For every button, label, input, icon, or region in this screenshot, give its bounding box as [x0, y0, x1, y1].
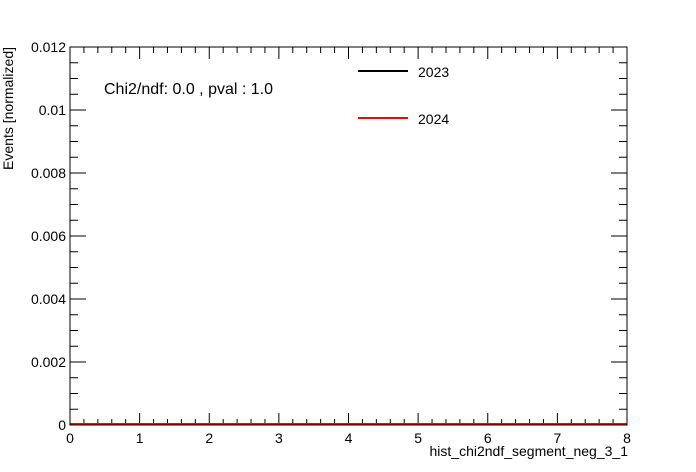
legend-label: 2023 [418, 64, 449, 80]
y-tick-labels: 0 0.002 0.004 0.006 0.008 0.01 0.012 [31, 39, 66, 433]
y-tick-label: 0.006 [31, 228, 66, 244]
y-axis-label: Events [normalized] [0, 47, 16, 170]
y-tick-label: 0.008 [31, 165, 66, 181]
y-tick-label: 0.01 [39, 102, 66, 118]
y-tick-label: 0.002 [31, 354, 66, 370]
x-tick-label: 0 [66, 430, 74, 446]
legend-label: 2024 [418, 111, 449, 127]
x-axis-label: hist_chi2ndf_segment_neg_3_1 [430, 443, 629, 459]
chi2-annotation: Chi2/ndf: 0.0 , pval : 1.0 [104, 81, 273, 98]
x-tick-label: 6 [484, 430, 492, 446]
x-tick-label: 7 [553, 430, 561, 446]
x-tick-label: 4 [345, 430, 353, 446]
x-tick-label: 2 [205, 430, 213, 446]
x-tick-label: 8 [623, 430, 631, 446]
legend: 2023 2024 [358, 64, 449, 127]
x-tick-labels: 0 1 2 3 4 5 6 7 8 [66, 430, 631, 446]
plot-frame [69, 46, 628, 426]
y-tick-label: 0 [58, 417, 66, 433]
y-tick-label: 0.012 [31, 39, 66, 55]
y-tick-label: 0.004 [31, 291, 66, 307]
x-tick-label: 1 [136, 430, 144, 446]
x-tick-label: 3 [275, 430, 283, 446]
x-tick-label: 5 [414, 430, 422, 446]
